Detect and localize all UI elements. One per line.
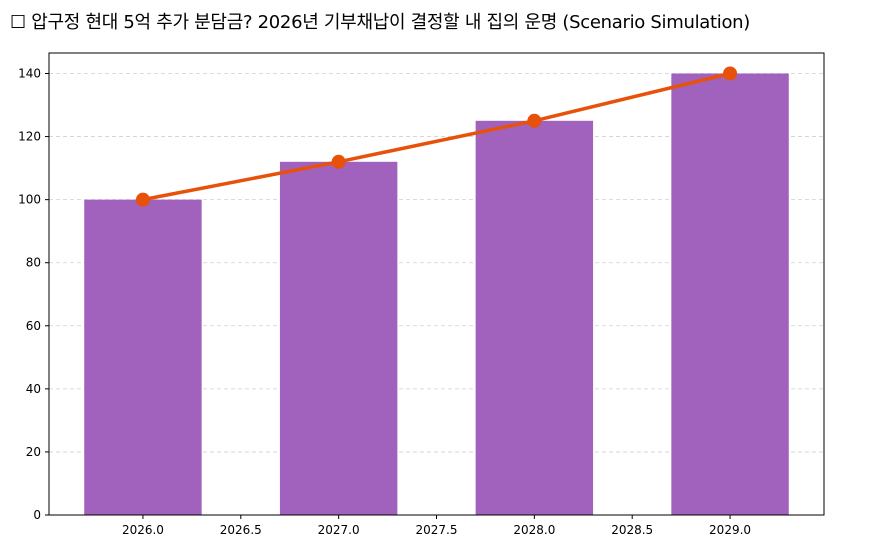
x-tick-label: 2026.0 <box>122 523 164 537</box>
x-tick-label: 2026.5 <box>220 523 262 537</box>
chart-title: ☐ 압구정 현대 5억 추가 분담금? 2026년 기부채납이 결정할 내 집의… <box>10 12 751 33</box>
y-tick-label: 60 <box>26 319 41 333</box>
x-tick-label: 2027.5 <box>416 523 458 537</box>
y-tick-label: 80 <box>26 256 41 270</box>
y-tick-label: 120 <box>18 130 41 144</box>
y-tick-label: 0 <box>33 508 41 522</box>
bar-2026 <box>84 199 202 515</box>
line-point-2026 <box>135 192 150 207</box>
y-tick-label: 140 <box>18 66 41 80</box>
line-point-2029 <box>723 66 738 81</box>
y-tick-label: 100 <box>18 193 41 207</box>
x-tick-label: 2028.5 <box>611 523 653 537</box>
y-tick-label: 20 <box>26 445 41 459</box>
x-tick-label: 2029.0 <box>709 523 751 537</box>
line-point-2027 <box>331 154 346 169</box>
trend-line <box>142 71 731 202</box>
line-point-2028 <box>527 113 542 128</box>
bar-2029 <box>671 73 789 515</box>
x-tick-label: 2027.0 <box>318 523 360 537</box>
x-tick-label: 2028.0 <box>513 523 555 537</box>
y-tick-label: 40 <box>26 382 41 396</box>
bar-2028 <box>475 120 594 515</box>
bar-2027 <box>279 161 398 515</box>
